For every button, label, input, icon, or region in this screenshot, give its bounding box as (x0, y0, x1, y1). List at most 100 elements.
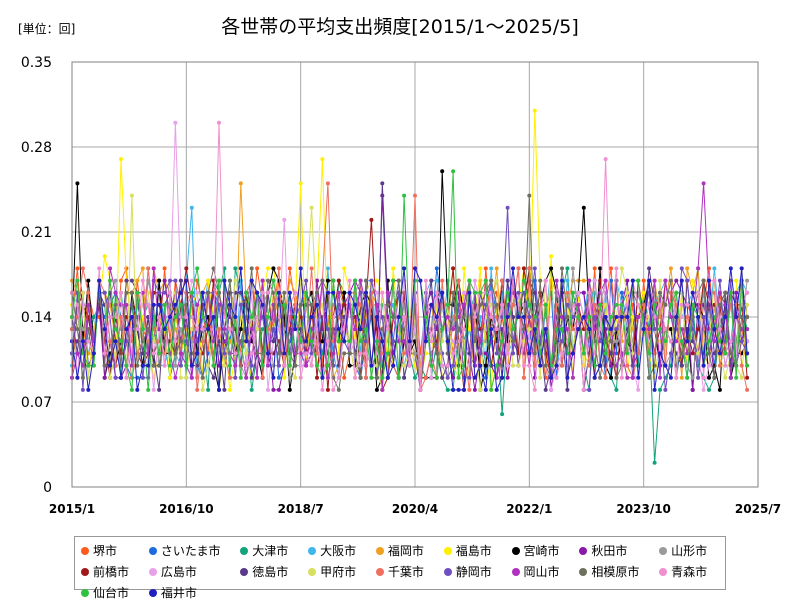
data-point (162, 278, 167, 283)
data-point (108, 315, 113, 319)
data-point (472, 375, 477, 380)
data-point (576, 327, 581, 332)
data-point (244, 339, 249, 344)
legend-label: 相模原市 (591, 565, 640, 579)
data-point (576, 278, 581, 283)
data-point (440, 290, 445, 295)
data-point (679, 375, 684, 380)
data-point (467, 278, 472, 283)
y-tick-label: 0 (43, 480, 52, 496)
data-point (614, 339, 619, 344)
data-point (549, 387, 554, 392)
data-point (309, 363, 314, 368)
data-point (342, 351, 347, 356)
data-point (576, 290, 581, 295)
data-point (527, 193, 532, 198)
data-point (538, 375, 543, 380)
y-tick-label: 0.35 (21, 55, 52, 71)
data-point (129, 315, 134, 319)
data-point (614, 302, 619, 307)
data-point (652, 327, 657, 332)
data-point (505, 375, 510, 380)
data-point (189, 351, 194, 356)
data-point (570, 375, 575, 380)
data-point (75, 278, 80, 283)
legend-label: 広島市 (160, 565, 197, 579)
data-point (619, 266, 624, 271)
data-point (451, 351, 456, 356)
data-point (598, 266, 603, 271)
data-point (445, 339, 450, 344)
data-point (521, 327, 526, 332)
data-point (609, 278, 613, 283)
data-point (636, 387, 641, 392)
legend-marker (511, 567, 520, 576)
data-point (707, 363, 711, 368)
legend-item: 広島市 (148, 563, 232, 580)
data-point (157, 290, 162, 295)
data-point (157, 363, 162, 368)
legend-marker (240, 567, 249, 576)
data-point (353, 327, 358, 332)
data-point (625, 278, 630, 283)
data-point (505, 278, 510, 283)
legend-marker (443, 567, 452, 576)
data-point (505, 315, 510, 319)
data-point (521, 278, 526, 283)
data-point (336, 327, 341, 332)
data-point (462, 266, 466, 271)
data-point (233, 351, 238, 356)
data-point (282, 363, 287, 368)
data-point (276, 315, 281, 319)
data-point (391, 266, 396, 271)
data-point (298, 375, 303, 380)
data-point (614, 387, 619, 392)
data-point (320, 375, 325, 380)
data-point (369, 375, 374, 380)
data-point (717, 351, 722, 356)
data-point (80, 266, 85, 271)
data-point (80, 327, 85, 332)
data-point (102, 375, 107, 380)
data-point (320, 157, 325, 162)
data-point (391, 315, 396, 319)
data-point (315, 327, 319, 332)
data-point (380, 339, 385, 344)
data-point (467, 327, 472, 332)
data-point (364, 278, 368, 283)
data-point (630, 315, 635, 319)
data-point (565, 387, 570, 392)
legend-marker (148, 588, 157, 597)
data-point (108, 266, 113, 271)
legend-item: 相模原市 (579, 563, 651, 580)
data-point (282, 302, 287, 307)
data-point (173, 120, 178, 125)
legend-marker (659, 546, 668, 555)
data-point (391, 339, 396, 344)
data-point (282, 351, 287, 356)
data-point (494, 351, 499, 356)
data-point (86, 327, 91, 332)
legend-item: 千葉市 (375, 563, 436, 580)
data-point (271, 278, 276, 283)
data-point (554, 327, 559, 332)
data-point (413, 375, 417, 380)
data-point (647, 278, 652, 283)
data-point (434, 315, 439, 319)
data-point (162, 266, 167, 271)
data-point (609, 327, 613, 332)
data-point (478, 266, 483, 271)
series-青森市 (70, 120, 750, 392)
legend-label: 青森市 (671, 565, 708, 579)
data-point (668, 351, 673, 356)
data-point (587, 278, 592, 283)
data-point (581, 278, 586, 283)
data-point (451, 327, 456, 332)
data-point (500, 302, 505, 307)
data-point (674, 375, 679, 380)
data-point (380, 290, 385, 295)
data-point (129, 375, 134, 380)
data-point (532, 387, 537, 392)
data-point (102, 290, 107, 295)
data-point (587, 290, 592, 295)
